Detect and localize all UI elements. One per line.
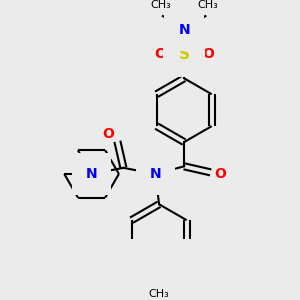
Text: O: O (202, 47, 214, 61)
Text: N: N (178, 23, 190, 37)
Text: CH₃: CH₃ (150, 0, 171, 10)
Text: CH₃: CH₃ (197, 0, 218, 10)
Text: O: O (102, 127, 114, 141)
Text: S: S (178, 46, 190, 62)
Text: CH₃: CH₃ (149, 289, 170, 299)
Text: N: N (86, 167, 98, 181)
Text: N: N (149, 167, 161, 181)
Text: O: O (154, 47, 166, 61)
Text: O: O (214, 167, 226, 181)
